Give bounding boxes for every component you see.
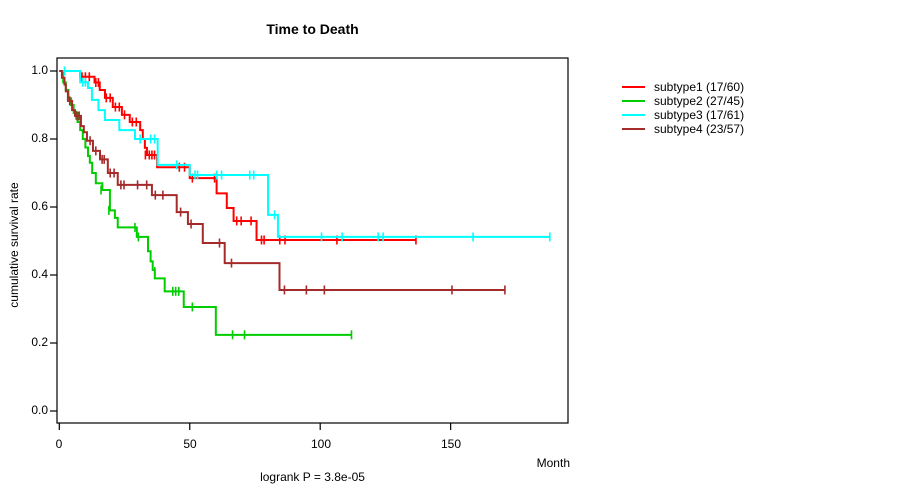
legend-label: subtype3 (17/61) bbox=[654, 107, 745, 122]
x-axis-title: Month bbox=[536, 456, 570, 470]
y-tick-label-0.0: 0.0 bbox=[31, 403, 48, 417]
y-tick-label-1.0: 1.0 bbox=[31, 63, 48, 77]
x-tick-label-50: 50 bbox=[183, 437, 197, 451]
legend-line-swatch bbox=[622, 127, 645, 130]
x-tick-label-0: 0 bbox=[55, 437, 63, 451]
legend-line-swatch bbox=[622, 113, 645, 116]
logrank-pvalue: logrank P = 3.8e-05 bbox=[260, 470, 365, 484]
legend-item-subtype4: subtype4 (23/57) bbox=[622, 121, 745, 136]
chart-title: Time to Death bbox=[266, 21, 359, 37]
x-tick-label-100: 100 bbox=[310, 437, 332, 451]
survival-curve-subtype4 bbox=[59, 70, 505, 291]
y-tick-label-0.8: 0.8 bbox=[31, 131, 48, 145]
legend-label: subtype4 (23/57) bbox=[654, 121, 745, 136]
survival-curve-subtype3 bbox=[59, 70, 550, 238]
x-tick-label-150: 150 bbox=[440, 437, 462, 451]
y-tick-label-0.6: 0.6 bbox=[31, 199, 48, 213]
legend-label: subtype2 (27/45) bbox=[654, 93, 745, 108]
legend-label: subtype1 (17/60) bbox=[654, 79, 745, 94]
survival-curve-subtype1 bbox=[59, 70, 416, 241]
legend-item-subtype2: subtype2 (27/45) bbox=[622, 93, 745, 108]
y-tick-label-0.4: 0.4 bbox=[31, 267, 48, 281]
legend: subtype1 (17/60) subtype2 (27/45) subtyp… bbox=[622, 79, 745, 136]
legend-item-subtype3: subtype3 (17/61) bbox=[622, 107, 745, 122]
plot-box bbox=[56, 57, 569, 424]
legend-item-subtype1: subtype1 (17/60) bbox=[622, 79, 745, 94]
y-axis-title: cumulative survival rate bbox=[7, 182, 21, 308]
y-tick-label-0.2: 0.2 bbox=[31, 335, 48, 349]
legend-line-swatch bbox=[622, 99, 645, 102]
legend-line-swatch bbox=[622, 85, 645, 88]
